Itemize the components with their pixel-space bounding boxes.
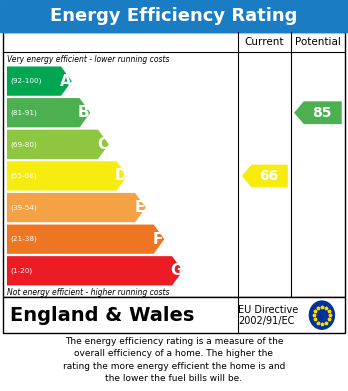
Polygon shape (7, 130, 109, 159)
Text: (92-100): (92-100) (10, 78, 42, 84)
Text: E: E (134, 200, 145, 215)
Polygon shape (7, 66, 72, 96)
Text: C: C (97, 137, 108, 152)
Text: 85: 85 (312, 106, 332, 120)
Text: EU Directive: EU Directive (238, 305, 299, 316)
Text: (39-54): (39-54) (10, 204, 37, 211)
Polygon shape (7, 256, 183, 285)
Text: 2002/91/EC: 2002/91/EC (238, 316, 295, 326)
Text: (21-38): (21-38) (10, 236, 37, 242)
Text: Not energy efficient - higher running costs: Not energy efficient - higher running co… (7, 288, 169, 298)
Text: Potential: Potential (295, 37, 340, 47)
Text: 66: 66 (259, 169, 278, 183)
Text: (81-91): (81-91) (10, 109, 37, 116)
Polygon shape (7, 98, 90, 127)
Text: Energy Efficiency Rating: Energy Efficiency Rating (50, 7, 298, 25)
Text: B: B (78, 105, 90, 120)
Polygon shape (7, 224, 164, 254)
Text: (1-20): (1-20) (10, 267, 33, 274)
Text: Very energy efficient - lower running costs: Very energy efficient - lower running co… (7, 54, 169, 64)
Bar (0, 0, 348, 32)
Text: D: D (114, 169, 127, 183)
Text: The energy efficiency rating is a measure of the
overall efficiency of a home. T: The energy efficiency rating is a measur… (63, 337, 285, 383)
Text: G: G (170, 263, 183, 278)
Text: Current: Current (245, 37, 284, 47)
Text: (55-68): (55-68) (10, 173, 37, 179)
Polygon shape (7, 193, 146, 222)
Text: A: A (60, 74, 71, 89)
Bar (3, 32, 345, 297)
Circle shape (309, 301, 334, 329)
Text: (69-80): (69-80) (10, 141, 37, 147)
Polygon shape (294, 101, 342, 124)
Text: F: F (153, 232, 163, 247)
Polygon shape (7, 161, 127, 190)
Text: England & Wales: England & Wales (10, 306, 195, 325)
Polygon shape (242, 165, 288, 187)
Bar (3, 297, 345, 333)
